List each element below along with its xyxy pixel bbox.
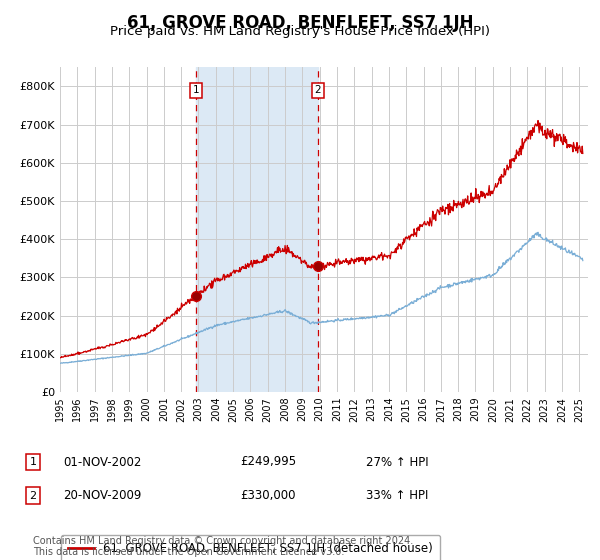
Text: £330,000: £330,000 [240,489,296,502]
Legend: 61, GROVE ROAD, BENFLEET, SS7 1JH (detached house), HPI: Average price, detached: 61, GROVE ROAD, BENFLEET, SS7 1JH (detac… [61,535,440,560]
Text: 2: 2 [314,85,321,95]
Text: 1: 1 [193,85,199,95]
Text: Price paid vs. HM Land Registry's House Price Index (HPI): Price paid vs. HM Land Registry's House … [110,25,490,38]
Text: 61, GROVE ROAD, BENFLEET, SS7 1JH: 61, GROVE ROAD, BENFLEET, SS7 1JH [127,14,473,32]
Bar [196,67,318,392]
Text: 01-NOV-2002: 01-NOV-2002 [63,455,142,469]
Text: £249,995: £249,995 [240,455,296,469]
Text: Contains HM Land Registry data © Crown copyright and database right 2024.
This d: Contains HM Land Registry data © Crown c… [33,535,413,557]
Text: 33% ↑ HPI: 33% ↑ HPI [366,489,428,502]
Text: 1: 1 [29,457,37,467]
Text: 2: 2 [29,491,37,501]
Text: 20-NOV-2009: 20-NOV-2009 [63,489,142,502]
Text: 27% ↑ HPI: 27% ↑ HPI [366,455,428,469]
